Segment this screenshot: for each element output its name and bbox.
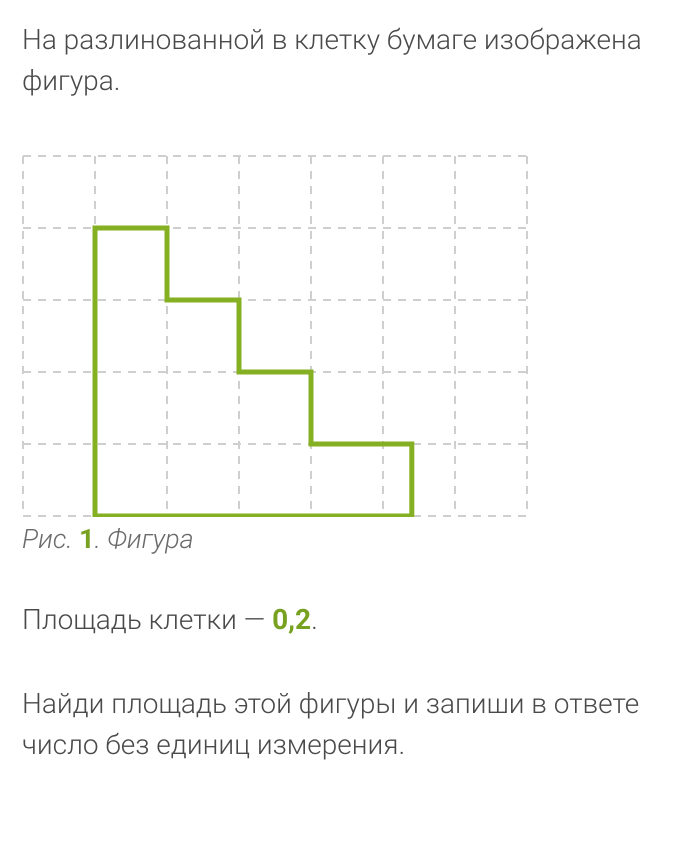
grid-figure — [22, 155, 528, 517]
area-label: Площадь клетки — — [22, 603, 272, 636]
caption-number: 1 — [79, 523, 95, 555]
task-text: Найди площадь этой фигуры и запиши в отв… — [22, 684, 662, 765]
intro-text: На разлинованной в клетку бумаге изображ… — [22, 20, 662, 101]
figure-container: Рис. 1. Фигура — [22, 155, 662, 555]
figure-caption: Рис. 1. Фигура — [22, 523, 662, 555]
area-value: 0,2 — [272, 603, 311, 636]
area-line: Площадь клетки — 0,2. — [22, 603, 662, 636]
caption-prefix: Рис. — [22, 523, 79, 555]
area-period: . — [311, 603, 318, 636]
caption-suffix: . Фигура — [95, 523, 194, 555]
